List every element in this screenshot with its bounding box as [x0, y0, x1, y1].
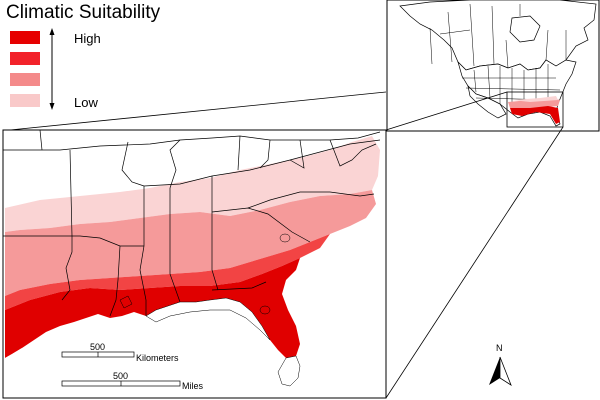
legend-swatch-level-3: [10, 52, 40, 65]
scale-bar-km-value: 500: [90, 342, 106, 352]
legend-gradient-arrow: [49, 28, 55, 110]
scale-bar-miles-unit: Miles: [182, 381, 204, 391]
main-map-southeast-us: [2, 129, 387, 399]
inset-map-north-america: [386, 0, 600, 132]
legend-swatch-level-1: [10, 94, 40, 107]
scale-bar-miles-value: 500: [113, 371, 129, 381]
scale-bar-km-unit: Kilometers: [136, 353, 179, 363]
inset-connector-lines: [9, 91, 564, 399]
north-arrow-icon: [489, 356, 512, 386]
scale-bar-kilometers: [61, 351, 135, 358]
north-arrow-label: N: [496, 343, 503, 353]
scale-bar-miles: [61, 380, 181, 387]
legend-low-label: Low: [74, 95, 98, 110]
legend-swatch-level-4: [10, 31, 40, 44]
legend-high-label: High: [74, 31, 101, 46]
legend-swatch-level-2: [10, 73, 40, 86]
legend-title: Climatic Suitability: [6, 2, 161, 23]
